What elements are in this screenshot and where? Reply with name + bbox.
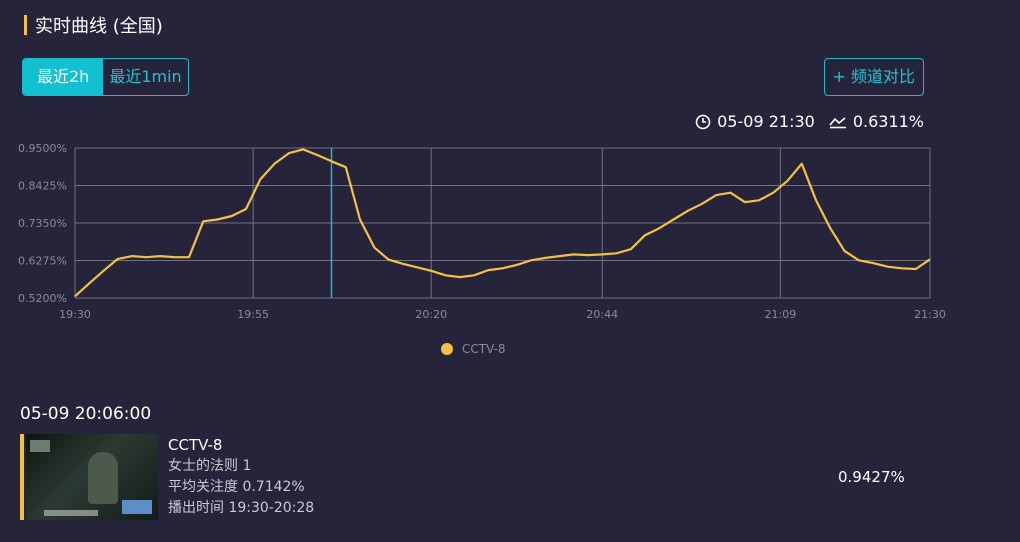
program-card[interactable]: CCTV-8 女士的法则 1 平均关注度 0.7142% 播出时间 19:30-… bbox=[20, 434, 980, 522]
program-info: CCTV-8 女士的法则 1 平均关注度 0.7142% 播出时间 19:30-… bbox=[168, 434, 314, 519]
y-tick-label: 0.8425% bbox=[18, 180, 67, 193]
chart-svg: 0.5200% 0.6275% 0.7350% 0.8425% 0.9500% 19:30… bbox=[18, 142, 946, 356]
clock-icon bbox=[695, 114, 711, 129]
program-title: 女士的法则 1 bbox=[168, 458, 252, 474]
program-channel: CCTV-8 bbox=[168, 436, 223, 454]
readout-time: 05-09 21:30 bbox=[717, 112, 815, 131]
thumbnail-badge bbox=[122, 500, 152, 514]
program-avg-attention: 平均关注度 0.7142% bbox=[168, 479, 305, 495]
series-line-cctv8 bbox=[74, 148, 931, 298]
thumbnail-caption bbox=[44, 510, 98, 516]
x-tick-label: 20:44 bbox=[586, 308, 618, 321]
current-readout: 05-09 21:30 0.6311% bbox=[695, 112, 924, 131]
trend-icon bbox=[829, 116, 846, 128]
program-thumbnail bbox=[26, 434, 158, 520]
x-tick-label: 21:30 bbox=[914, 308, 946, 321]
y-tick-label: 0.5200% bbox=[18, 292, 67, 305]
title-accent-bar bbox=[24, 15, 27, 35]
channel-compare-button[interactable]: + 频道对比 bbox=[823, 58, 924, 96]
page-title-text: 实时曲线 (全国) bbox=[35, 16, 163, 37]
legend-marker bbox=[441, 343, 453, 355]
time-range-toggle: 最近2h 最近1min bbox=[22, 58, 189, 96]
x-tick-label: 20:20 bbox=[415, 308, 447, 321]
program-airtime: 播出时间 19:30-20:28 bbox=[168, 500, 315, 516]
tab-last-1min[interactable]: 最近1min bbox=[109, 67, 182, 86]
y-tick-label: 0.9500% bbox=[18, 142, 67, 155]
thumbnail-figure bbox=[88, 452, 118, 504]
program-value: 0.9427% bbox=[838, 468, 905, 486]
realtime-chart: 0.5200% 0.6275% 0.7350% 0.8425% 0.9500% 19:30… bbox=[0, 130, 1020, 370]
detail-datetime: 05-09 20:06:00 bbox=[20, 404, 152, 424]
tab-last-2h[interactable]: 最近2h bbox=[23, 59, 104, 95]
y-tick-label: 0.6275% bbox=[18, 255, 67, 268]
x-tick-label: 21:09 bbox=[765, 308, 797, 321]
y-tick-label: 0.7350% bbox=[18, 217, 67, 230]
page-title: 实时曲线 (全国) bbox=[24, 14, 163, 37]
legend-label: CCTV-8 bbox=[462, 342, 506, 356]
x-tick-label: 19:55 bbox=[237, 308, 269, 321]
channel-logo bbox=[30, 440, 50, 452]
card-accent-bar bbox=[20, 434, 24, 520]
x-tick-label: 19:30 bbox=[59, 308, 91, 321]
readout-value: 0.6311% bbox=[852, 112, 924, 131]
